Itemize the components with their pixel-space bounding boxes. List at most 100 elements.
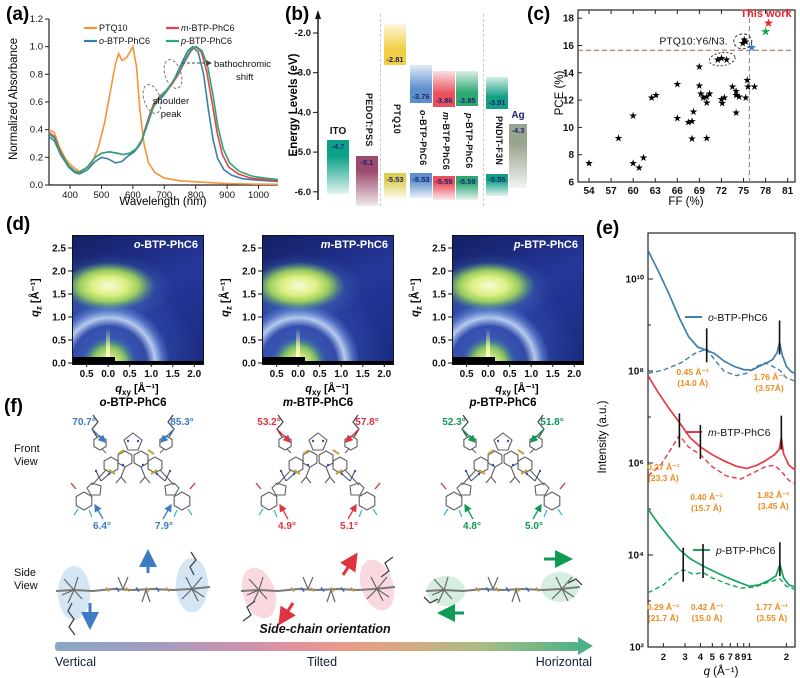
shoulder-ellipse (163, 59, 183, 89)
backbone-atom (475, 587, 480, 592)
sulfur-bond (332, 449, 340, 455)
d-y-tick-label: 1.5 (432, 290, 446, 301)
side-highlight (176, 558, 208, 612)
legend-prefix: o (99, 36, 104, 46)
bond (490, 476, 497, 484)
nitrogen-atom (538, 469, 542, 473)
cyano-bond (280, 470, 287, 482)
d-x-tick-label: 0.5 (503, 369, 517, 380)
nitrogen-atom (311, 439, 315, 443)
data-star: ★ (713, 55, 722, 66)
ring (159, 435, 173, 451)
x-tick-label: 54 (583, 186, 595, 197)
y-tick-label: 0.8 (30, 69, 43, 80)
alkyl-branch (330, 589, 336, 603)
c-xlabel: FF (%) (668, 196, 704, 208)
shoulder-ellipse (142, 84, 162, 114)
panel-giwaxs: (d) o-BTP-PhC6 m-BTP-PhC6 p-BTP-PhC6 0.5 0.0… (0, 212, 600, 398)
end-group-lines (185, 576, 193, 590)
peak-label: 0.45 Å⁻¹ (677, 367, 710, 377)
orientation-label-tilted: Tilted (306, 655, 338, 669)
a-ylabel: Normalized Absorbance (8, 37, 20, 161)
end-group-lines (443, 589, 453, 600)
backbone-atom (505, 587, 510, 592)
energy-bar-Ag (509, 124, 527, 188)
data-star: ★ (732, 90, 741, 101)
bond (139, 476, 146, 484)
peak-dspacing-label: (3.45 Å) (758, 501, 789, 511)
e-x-tick-label: 1 (747, 652, 753, 663)
alkyl-branch (492, 576, 499, 590)
annotation-peak: peak (161, 109, 182, 120)
d-y-tick-label: 1.5 (52, 290, 66, 301)
side-chain (380, 556, 394, 578)
peak-dspacing-label: (15.0 Å) (692, 613, 723, 623)
material-name-PNDIT-F3N: PNDIT-F3N (494, 116, 504, 166)
carbonyl-oxygen (374, 482, 381, 490)
data-star: ★ (696, 89, 705, 100)
side-molecule-p (423, 550, 583, 622)
energy-bar-ITO (327, 140, 349, 194)
end-group-lines (370, 576, 378, 590)
e-legend-prefix: o (708, 312, 714, 324)
d-x-tick-label: 0.5 (313, 369, 327, 380)
d-y-tick-label: 0.0 (242, 359, 256, 370)
d-x-tick-label: 1.5 (546, 369, 560, 380)
nitrogen-atom (464, 469, 468, 473)
fluorine-bond (273, 509, 278, 518)
nitrogen-atom (155, 472, 159, 476)
nitrogen-atom (511, 463, 515, 467)
x-tick-label: 900 (219, 190, 235, 201)
data-star: ★ (732, 86, 741, 97)
panel-label-a: (a) (6, 4, 30, 25)
data-star: ★ (629, 159, 638, 170)
carbonyl-oxygen (440, 482, 447, 490)
end-group-lines (258, 576, 264, 591)
front-molecule-p: 52.3° 51.8° 4.8° 5.0° (440, 414, 566, 532)
energy-value: -5.59 (458, 177, 476, 187)
data-star: ★ (738, 39, 747, 50)
ring (517, 456, 533, 474)
nitrogen-atom (326, 463, 330, 467)
absorbance-curve-p (48, 45, 279, 181)
end-group-lines (246, 589, 260, 596)
alkyl-branch (122, 576, 129, 590)
absorbance-curve-PTQ10 (48, 44, 279, 186)
peak-label: 0.29 Å⁻¹ (647, 602, 680, 612)
d-y-tick-label: 1.0 (242, 313, 256, 324)
e-legend-rest: -BTP-PhC6 (714, 312, 768, 324)
nitrogen-atom (126, 439, 130, 443)
front-molecule-o: 70.7° 85.3° 6.4° 7.9° (70, 414, 196, 532)
panel-linecuts: (e) 10¹⁰ 10⁸ 10⁶ 10⁴ 10² 2 3 4 5 6 7 8 9 1 2 o-BTP-PhC6… (590, 212, 800, 678)
nitrogen-atom (107, 472, 111, 476)
panel-label-e: (e) (596, 218, 620, 239)
nitrogen-atom (136, 439, 140, 443)
x-tick-label: 400 (62, 190, 78, 201)
giwaxs-scattering-image (263, 236, 393, 364)
linecut-dashed-m (647, 434, 796, 485)
ring (278, 435, 292, 451)
energy-value: -5.53 (412, 174, 430, 184)
molecule-title-m: m-BTP-PhC6 (282, 397, 354, 409)
x-tick-label: 75 (738, 186, 750, 197)
alkyl-branch (511, 589, 517, 603)
material-name-Ag: Ag (511, 110, 525, 122)
material-name-oBTP-PhC6: o-BTP-PhC6 (418, 109, 428, 166)
orientation-label-horizontal: Horizontal (535, 655, 592, 669)
d-x-tick-label: 0.5 (80, 369, 94, 380)
thiadiazole-ring (308, 432, 328, 451)
y-tick-label: 0.6 (30, 97, 43, 108)
data-star: ★ (688, 134, 697, 145)
energy-bar-pBTP-PhC6 (456, 175, 478, 201)
cluster-circle (733, 33, 753, 50)
peak-dspacing-label: (3.55 Å) (756, 613, 787, 623)
energy-bar-mBTP-PhC6 (433, 71, 455, 107)
front-molecule-m: 53.2° 57.8° 4.9° 5.1° (255, 414, 381, 532)
highlight-star: ★ (760, 24, 771, 38)
d-x-tick-label: 0.0 (481, 369, 495, 380)
d-x-tick-label: 2.0 (567, 369, 581, 380)
sulfur-bond (335, 469, 343, 475)
e-legend-rest: -BTP-PhC6 (722, 545, 776, 557)
data-star: ★ (673, 80, 682, 91)
